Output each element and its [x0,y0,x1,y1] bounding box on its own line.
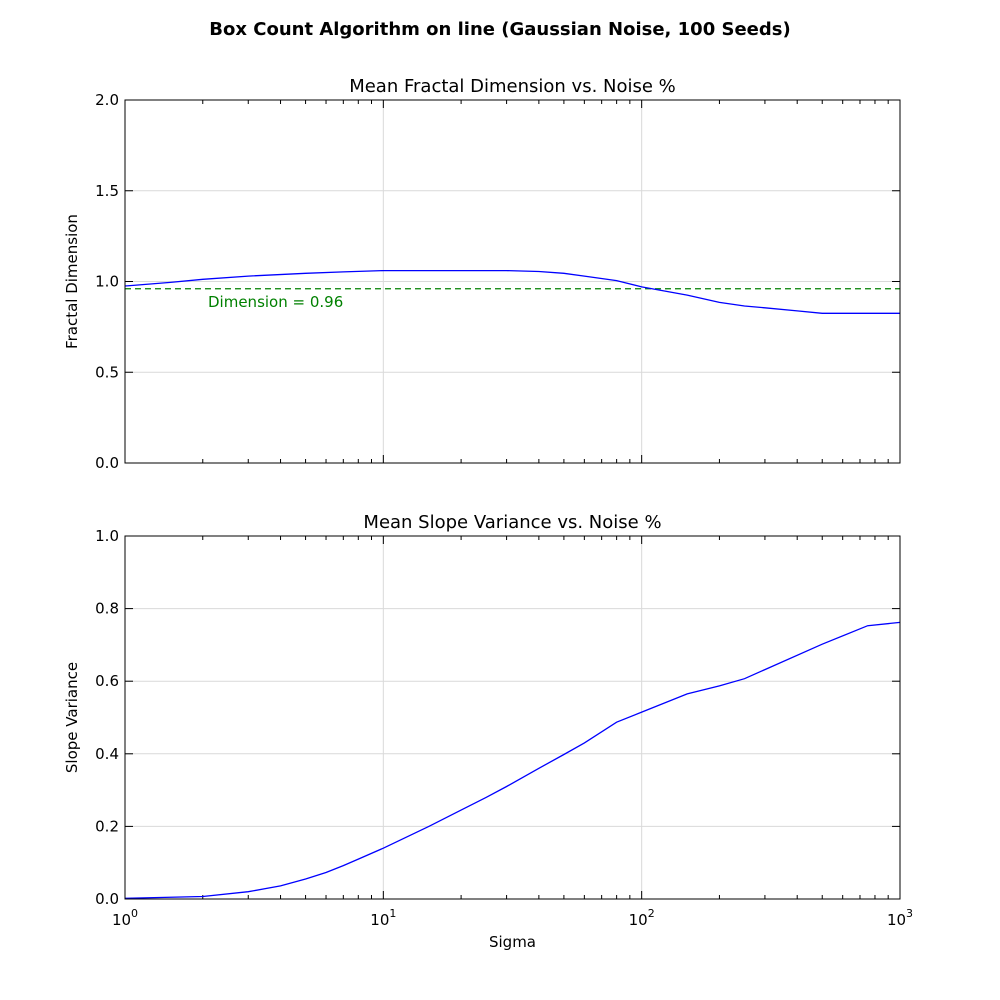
y-tick-label: 0.6 [95,672,119,690]
bottom-y-axis-label: Slope Variance [63,662,81,773]
top-tick-labels: 0.0 0.5 1.0 1.5 2.0 [95,91,119,472]
bottom-subplot-title: Mean Slope Variance vs. Noise % [363,512,661,533]
top-reference: Dimension = 0.96 [125,288,900,311]
series-line [124,269,900,314]
bottom-grid [125,536,900,899]
y-tick-label: 2.0 [95,91,119,109]
bottom-axes-frame [124,535,901,900]
y-tick-label: 0.5 [95,363,119,381]
top-axes-frame [124,99,901,464]
reference-annotation: Dimension = 0.96 [208,293,343,311]
bottom-x-axis-label: Sigma [489,933,536,951]
y-tick-label: 0.0 [95,890,119,908]
y-tick-label: 0.4 [95,745,119,763]
bottom-series [124,621,901,899]
top-subplot-fractal-dimension: Dimension = 0.96 0.0 0.5 1.0 1.5 2.0 Mean Fr… [63,76,901,472]
top-grid [125,100,900,463]
y-tick-label: 0.8 [95,600,119,618]
top-y-axis-label: Fractal Dimension [63,214,81,349]
y-tick-label: 1.5 [95,182,119,200]
y-tick-label: 1.0 [95,273,119,291]
y-tick-label: 0.2 [95,817,119,835]
top-subplot-title: Mean Fractal Dimension vs. Noise % [349,76,676,97]
y-tick-label: 0.0 [95,454,119,472]
series-line [124,621,901,899]
y-tick-label: 1.0 [95,527,119,545]
figure-suptitle: Box Count Algorithm on line (Gaussian No… [209,19,790,40]
top-series [124,269,900,314]
